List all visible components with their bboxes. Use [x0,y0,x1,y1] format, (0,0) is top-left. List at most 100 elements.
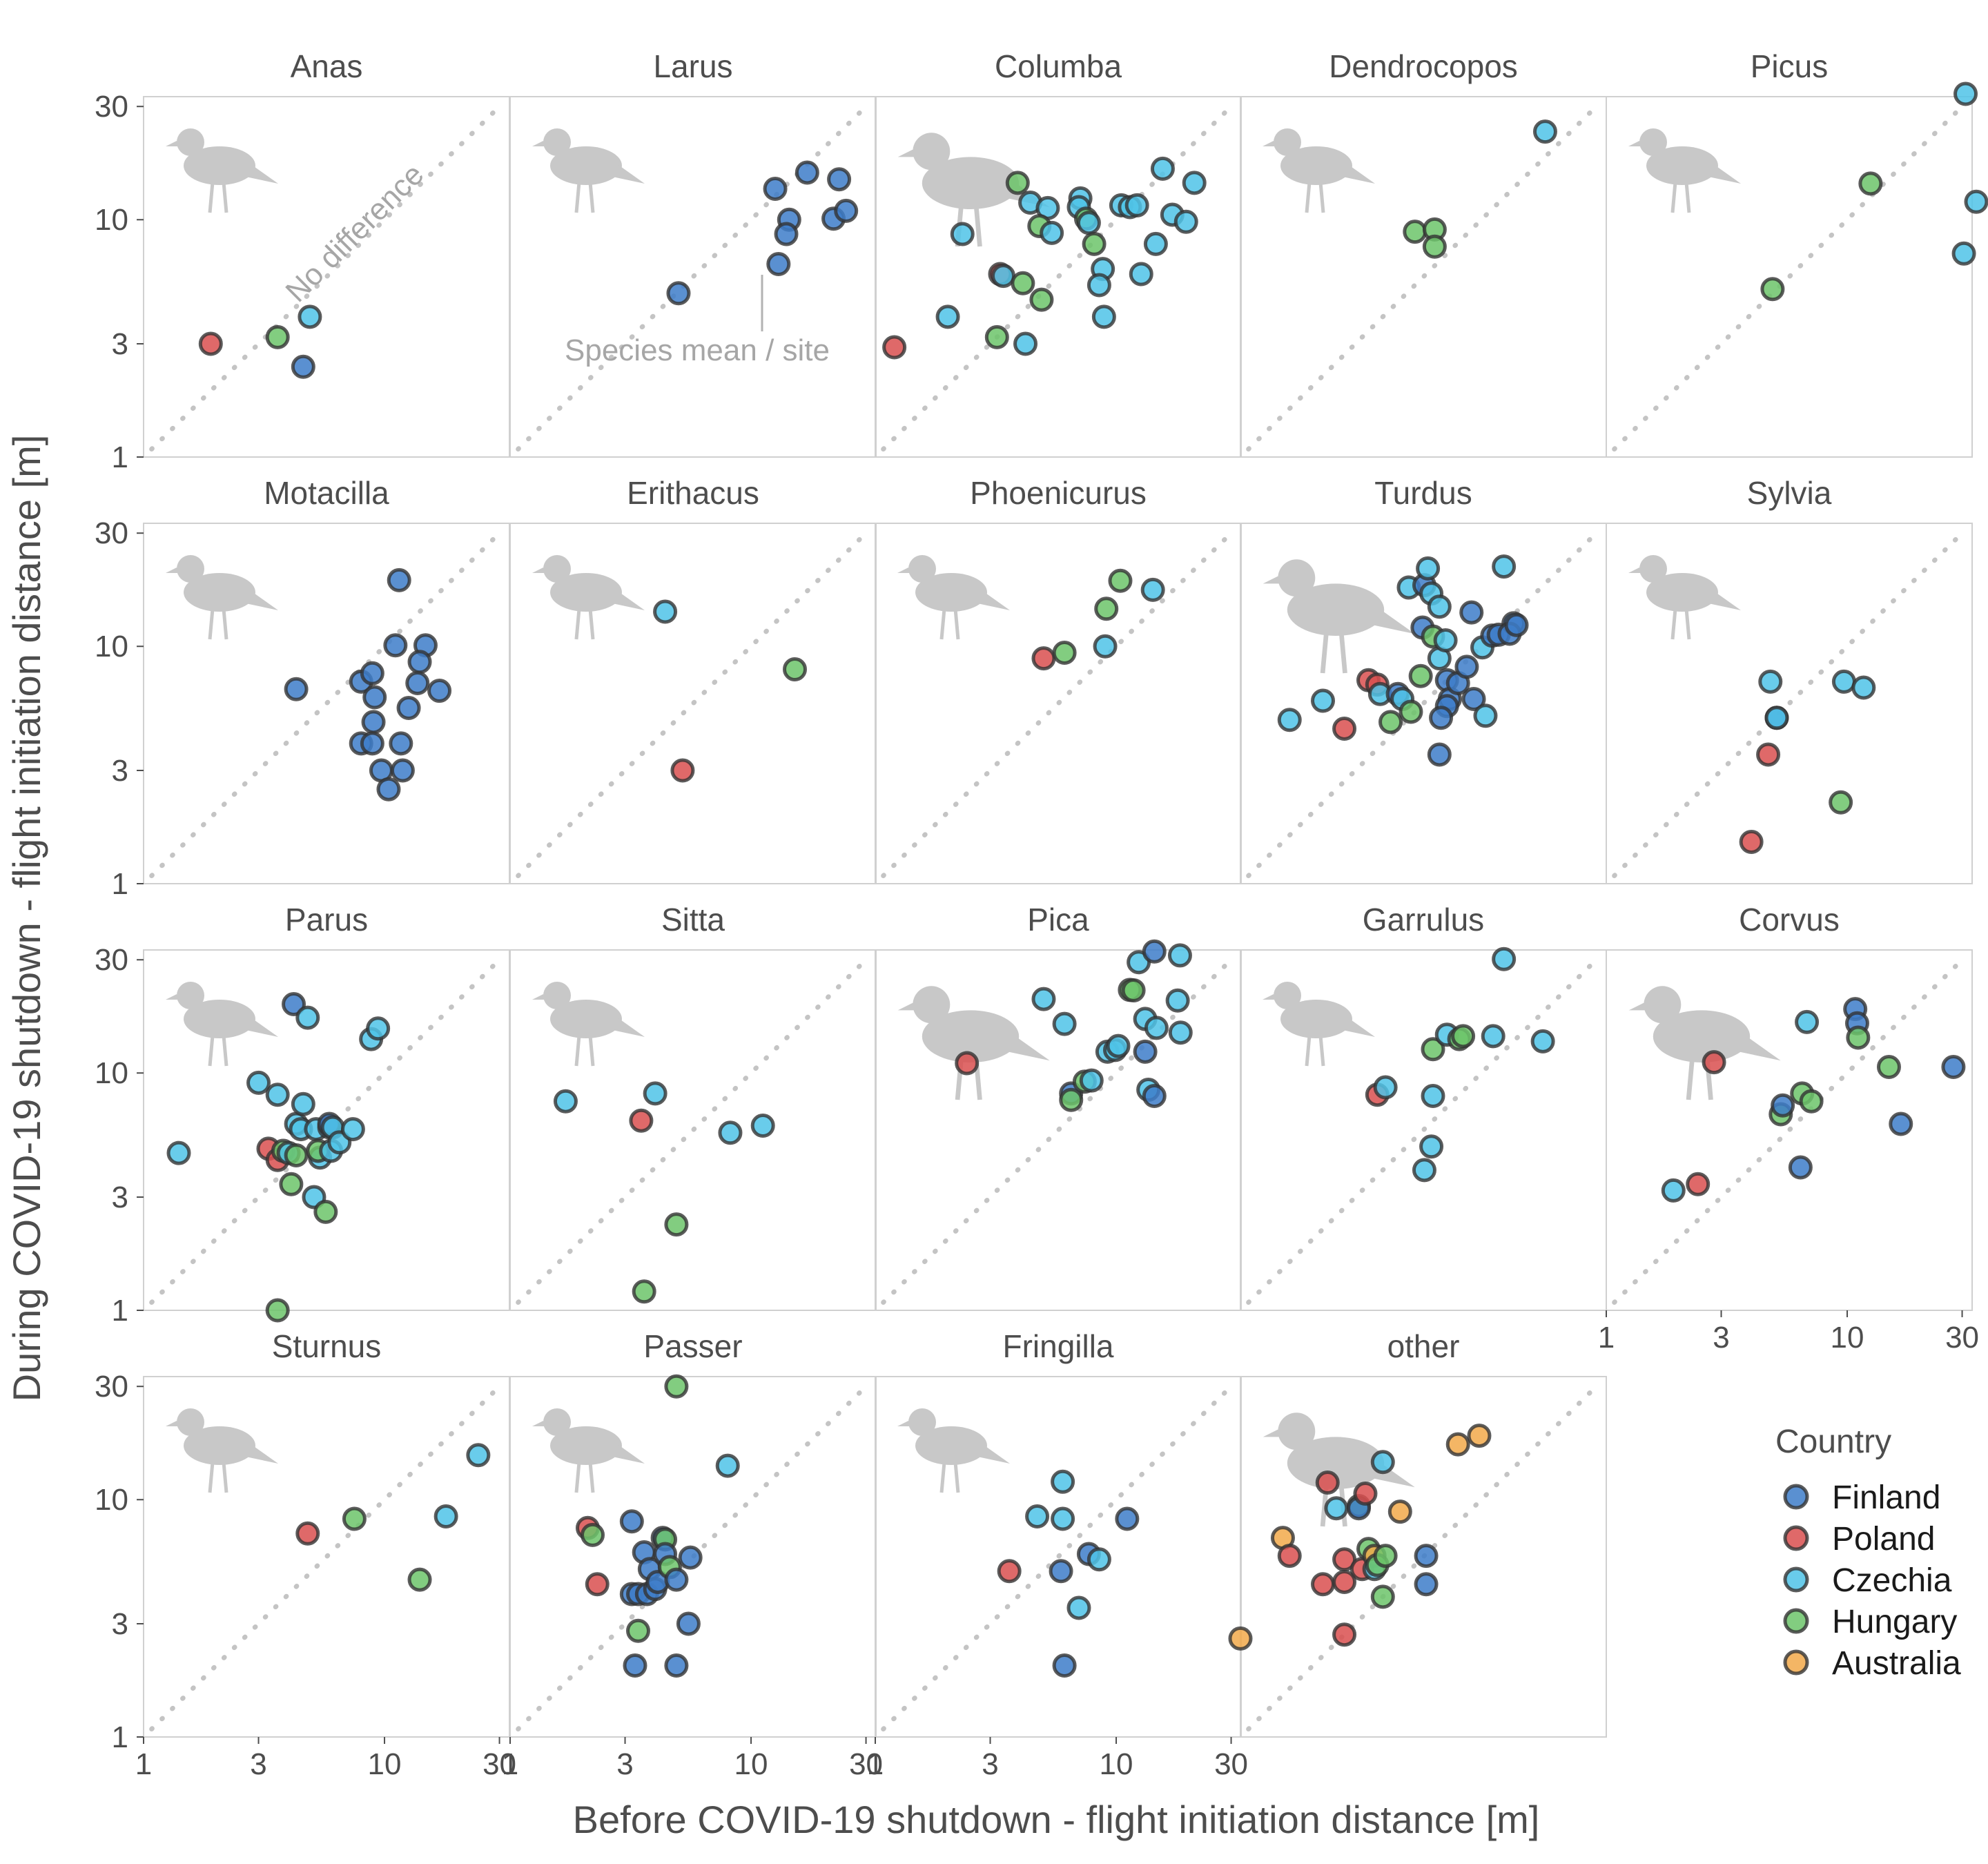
data-point-finland [664,1567,689,1592]
data-point-czechia [1311,688,1336,713]
bird-beak-shape [1263,994,1275,1000]
data-point-hungary [1370,1584,1395,1609]
bird-silhouette-icon [532,1408,645,1493]
data-point-poland [1332,1622,1357,1647]
panel-title: Sturnus [272,1328,382,1364]
bird-head-shape [1278,559,1316,597]
data-point-poland [997,1559,1022,1584]
bird-body-shape [550,1426,622,1465]
data-point-finland [360,731,384,756]
data-point-finland [1454,654,1479,679]
bird-beak-shape [166,141,178,146]
panel-border [1606,96,1973,458]
data-point-australia [1228,1626,1253,1651]
bird-silhouette-icon [166,555,278,640]
bird-silhouette-icon [1628,555,1741,640]
bird-beak-shape [897,149,915,157]
legend-items: Finland Poland Czechia Hungary Australia [1783,1479,1961,1682]
data-point-finland [282,992,306,1017]
bird-legs-shape [208,1035,228,1067]
data-point-hungary [1011,271,1035,295]
data-point-hungary [782,657,807,682]
panel-garrulus: Garrulus [1240,902,1607,1311]
data-point-czechia [298,304,322,329]
data-point-czechia [1013,331,1038,356]
data-point-czechia [295,1005,320,1030]
legend-label-australia: Australia [1832,1645,1961,1682]
bird-tail-shape [1708,588,1741,610]
data-point-hungary [407,1567,432,1592]
data-point-finland [763,176,788,201]
no-difference-line [516,957,869,1305]
data-point-poland [295,1521,320,1546]
panel-title: Columba [995,48,1122,84]
y-tick-label: 3 [112,1607,128,1641]
bird-body-shape [1646,146,1718,185]
data-point-hungary [313,1199,338,1224]
panel-title: Sitta [661,902,725,938]
data-point-hungary [1876,1055,1901,1080]
data-point-hungary [265,1298,290,1323]
bird-beak-shape [166,567,178,573]
panel-turdus: Turdus [1240,475,1607,884]
bird-beak-shape [532,994,545,1000]
data-point-czechia [1277,708,1302,732]
panel-fringilla: Fringilla 1 3 10 30 [867,1328,1248,1781]
data-point-czechia [1165,988,1190,1013]
data-point-finland [405,670,430,695]
panel-dendrocopos: Dendrocopos [1240,48,1607,458]
data-point-finland [1049,1559,1073,1584]
data-point-poland [1031,646,1056,671]
data-point-czechia [1051,1469,1075,1494]
no-difference-line [1612,530,1965,879]
bird-head-shape [177,128,204,156]
bird-body-shape [550,1000,622,1038]
data-point-czechia [1758,669,1783,694]
bird-head-shape [543,128,571,156]
no-difference-line [881,530,1234,879]
panel-title: Parus [285,902,368,938]
data-point-poland [1332,716,1357,741]
data-point-finland [1504,612,1529,637]
bird-tail-shape [1006,1031,1050,1061]
data-point-finland [1889,1111,1913,1136]
bird-body-shape [1646,573,1718,612]
data-point-hungary [1094,596,1119,621]
data-point-hungary [1378,710,1403,735]
data-point-finland [1771,1093,1795,1118]
bird-tail-shape [1737,1031,1781,1061]
data-point-finland [827,167,852,192]
data-point-hungary [1422,234,1447,259]
y-tick-label: 1 [112,1720,128,1754]
data-point-poland [585,1572,610,1597]
bird-tail-shape [612,1015,645,1037]
y-tick-label: 10 [95,1056,128,1090]
y-tick-label: 3 [112,1181,128,1214]
data-point-czechia [1416,556,1441,581]
data-point-hungary [1052,640,1077,665]
x-tick-label: 3 [250,1747,266,1781]
data-point-poland [1353,1482,1378,1506]
data-point-czechia [1492,554,1517,579]
bird-legs-shape [939,1462,960,1493]
data-point-hungary [1005,171,1030,195]
data-point-poland [198,331,223,356]
panel-sitta: Sitta [509,902,877,1311]
bird-head-shape [913,133,951,171]
bird-silhouette-icon [897,555,1010,640]
data-point-poland [1315,1470,1340,1495]
data-point-hungary [664,1212,689,1237]
data-point-finland [795,160,819,185]
data-point-hungary [581,1522,605,1547]
panel-larus: Larus [509,48,877,458]
bird-silhouette-icon [1628,986,1781,1100]
bird-body-shape [922,157,1020,209]
bird-silhouette-icon [166,128,278,213]
data-point-hungary [342,1506,367,1531]
bird-body-shape [915,573,987,612]
data-point-czechia [1173,209,1198,234]
x-tick-label: 3 [1713,1321,1729,1355]
data-point-hungary [1829,790,1853,815]
bird-tail-shape [612,1441,645,1464]
